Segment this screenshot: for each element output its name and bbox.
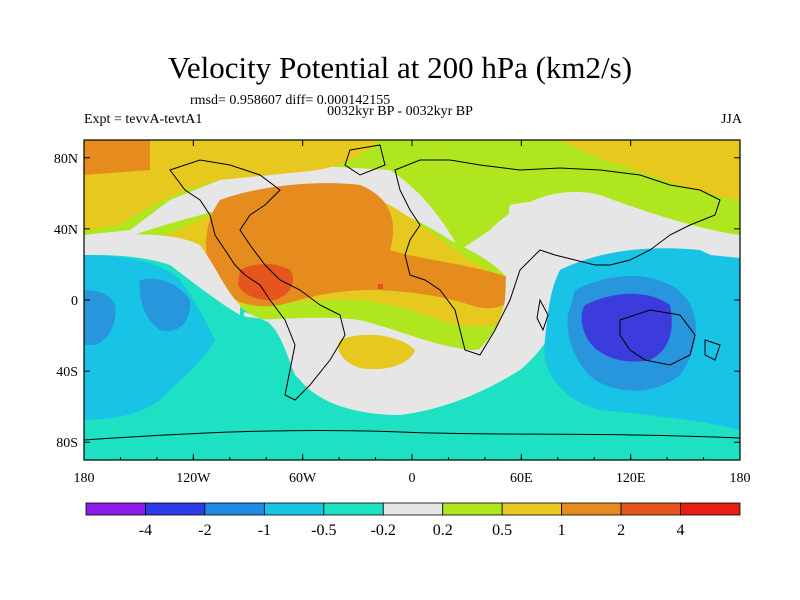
colorbar-label: 2 (617, 522, 625, 539)
lat-tick-label: 40S (56, 365, 78, 380)
contour-field (84, 140, 740, 460)
colorbar-label: 0.5 (492, 522, 512, 539)
lon-tick-label: 60W (289, 471, 317, 486)
afro-eurasia-coast (394, 159, 721, 356)
lon-tick-label: 60E (510, 471, 533, 486)
colorbar-swatch (442, 502, 503, 516)
colorbar-swatch (382, 502, 444, 516)
lat-tick-label: 80N (54, 152, 78, 167)
experiment-label: Expt = tevvA-tevtA1 (84, 112, 203, 127)
plot-title: Velocity Potential at 200 hPa (km2/s) (167, 50, 633, 85)
australia-coast (619, 309, 696, 366)
lon-tick-label: 180 (730, 471, 751, 486)
lon-tick-label: 120E (616, 471, 646, 486)
field-small-max (378, 284, 383, 289)
madagascar-coast (536, 298, 549, 332)
colorbar-swatch (620, 502, 681, 516)
colorbar-label: -1 (258, 522, 271, 539)
field-pacific-blue-center (139, 278, 191, 331)
colorbar-swatch (204, 502, 265, 516)
colorbar-labels: -4 -2 -1 -0.5 -0.2 0.2 0.5 1 2 4 (139, 522, 685, 539)
new-zealand-coast (704, 339, 721, 361)
colorbar-swatch (561, 502, 622, 516)
colorbar (85, 502, 741, 516)
season-label: JJA (720, 112, 742, 127)
colorbar-label: 1 (558, 522, 566, 539)
field-north-pacific (650, 254, 740, 285)
colorbar-label: 4 (677, 522, 685, 539)
colorbar-label: -2 (198, 522, 211, 539)
field-south-atlantic (338, 334, 415, 370)
field-pacific-blue-west (84, 290, 116, 345)
colorbar-swatch (85, 502, 146, 516)
lon-tick-label: 120W (176, 471, 211, 486)
field-circumpolar (84, 415, 740, 460)
lat-tick-label: 0 (71, 294, 78, 309)
colorbar-swatch (501, 502, 563, 516)
period-label: 0032kyr BP - 0032kyr BP (327, 104, 473, 119)
colorbar-swatch (680, 502, 741, 516)
field-arctic-patch (84, 140, 150, 175)
colorbar-swatch (323, 502, 384, 516)
colorbar-label: -0.5 (311, 522, 336, 539)
colorbar-swatch (145, 502, 206, 516)
lat-tick-label: 80S (56, 436, 78, 451)
field-arctic-east (560, 140, 740, 200)
axis-ticks (83, 140, 741, 460)
stats-line: rmsd= 0.958607 diff= 0.000142155 (190, 93, 391, 108)
lon-tick-label: 180 (74, 471, 95, 486)
antarctica-coast (84, 429, 740, 441)
americas-coast (169, 159, 346, 401)
field-arctic-west (84, 140, 380, 230)
field-neutral-pacific (84, 234, 240, 315)
colorbar-label: 0.2 (433, 522, 453, 539)
colorbar-swatch (263, 502, 325, 516)
field-max-center (238, 264, 294, 301)
lon-tick-label: 0 (409, 471, 416, 486)
field-neutral-band (243, 201, 581, 405)
lat-tick-label: 40N (54, 223, 78, 238)
colorbar-label: -0.2 (371, 522, 396, 539)
coastlines (84, 144, 740, 441)
colorbar-label: -4 (139, 522, 152, 539)
axis-tick-labels: 180 120W 60W 0 60E 120E 180 80N 40N 0 40S 80S (54, 152, 751, 486)
greenland-coast (344, 144, 386, 176)
